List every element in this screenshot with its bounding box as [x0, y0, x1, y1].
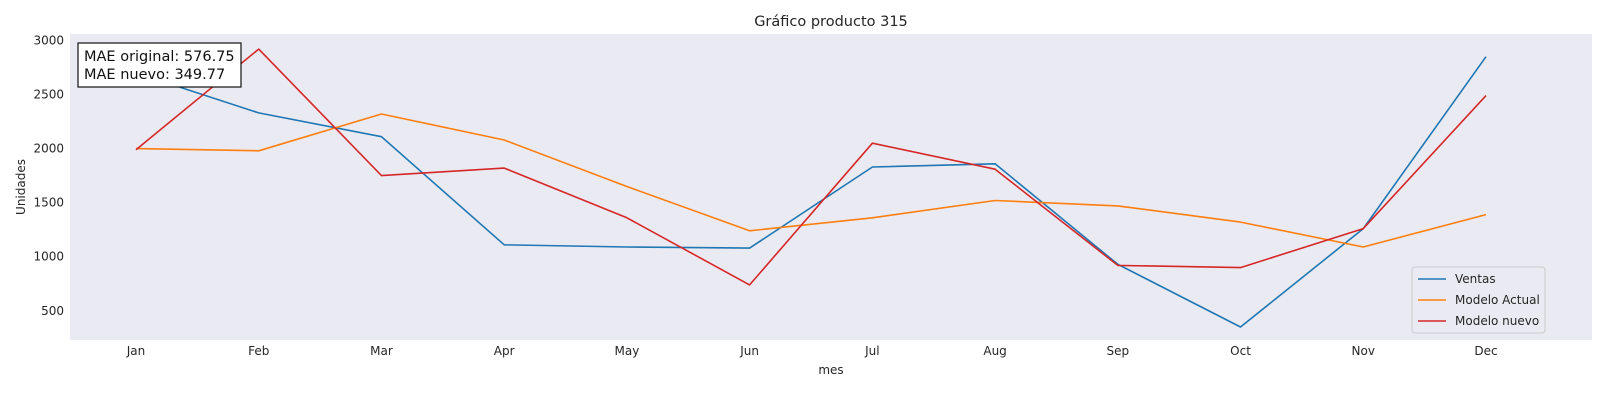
legend-label-modelo-nuevo: Modelo nuevo [1455, 314, 1539, 328]
x-tick-label: Sep [1107, 344, 1130, 358]
x-tick-label: Feb [248, 344, 269, 358]
x-tick-label: Aug [983, 344, 1006, 358]
x-tick-label: Mar [370, 344, 393, 358]
x-axis-title: mes [818, 363, 843, 377]
annotation-line-2: MAE nuevo: 349.77 [84, 67, 225, 83]
x-tick-label: Oct [1230, 344, 1251, 358]
legend: Ventas Modelo Actual Modelo nuevo [1411, 266, 1546, 334]
y-tick-label: 2500 [33, 88, 64, 102]
series-layer [135, 48, 1487, 328]
y-tick-label: 1000 [33, 250, 64, 264]
x-axis-ticks: Jan Feb Mar Apr May Jun Jul Aug Sep Oct Nov Dec [126, 344, 1498, 358]
x-tick-label: Nov [1352, 344, 1375, 358]
plot-area [70, 34, 1592, 340]
y-axis-title: Unidades [14, 159, 28, 215]
y-tick-label: 3000 [33, 33, 64, 47]
series-line-ventas [135, 56, 1487, 328]
y-axis-ticks: 500 1000 1500 2000 2500 3000 [33, 33, 64, 317]
x-tick-label: Jul [864, 344, 879, 358]
series-line-modelo-nuevo [135, 48, 1487, 286]
x-tick-label: Dec [1474, 344, 1497, 358]
y-tick-label: 500 [41, 304, 64, 318]
x-tick-label: Jun [739, 344, 759, 358]
y-tick-label: 1500 [33, 196, 64, 210]
y-tick-label: 2000 [33, 142, 64, 156]
x-tick-label: Apr [494, 344, 515, 358]
legend-label-ventas: Ventas [1455, 272, 1496, 286]
x-tick-label: Jan [126, 344, 146, 358]
legend-label-modelo-actual: Modelo Actual [1455, 293, 1540, 307]
legend-box [1411, 266, 1546, 334]
annotation-box [77, 42, 242, 88]
legend-items: Ventas Modelo Actual Modelo nuevo [1418, 272, 1540, 328]
annotation-line-1: MAE original: 576.75 [84, 49, 235, 65]
x-tick-label: May [615, 344, 640, 358]
chart-title: Gráfico producto 315 [754, 14, 908, 30]
mae-annotation: MAE original: 576.75 MAE nuevo: 349.77 [77, 42, 242, 88]
series-line-modelo-actual [135, 113, 1487, 248]
